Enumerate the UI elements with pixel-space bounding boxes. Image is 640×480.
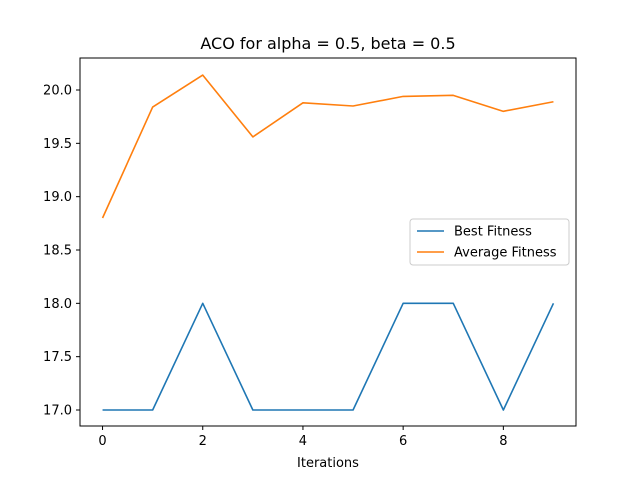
y-tick-label: 18.5: [43, 244, 72, 259]
x-tick-label: 2: [199, 434, 207, 449]
x-tick-label: 8: [499, 434, 507, 449]
legend: Best Fitness Average Fitness: [409, 218, 570, 266]
x-tick-label: 4: [299, 434, 307, 449]
y-tick-label: 18.0: [43, 297, 72, 312]
x-tick-label: 0: [98, 434, 106, 449]
chart-title: ACO for alpha = 0.5, beta = 0.5: [200, 34, 455, 53]
y-tick-label: 19.5: [43, 137, 72, 152]
x-tick-label: 6: [399, 434, 407, 449]
legend-label: Best Fitness: [454, 225, 532, 240]
y-tick-label: 20.0: [43, 84, 72, 99]
y-tick-label: 17.5: [43, 350, 72, 365]
series-line-best-fitness: [102, 302, 555, 411]
axis-ticks: 0 2 4 6 8 17.0 17.5 18.0 18.5 19.0 19.5 20.0: [43, 84, 507, 450]
legend-label: Average Fitness: [454, 246, 557, 261]
plot-series: [101, 74, 555, 411]
x-axis-label: Iterations: [297, 456, 359, 471]
y-tick-label: 17.0: [43, 404, 72, 419]
y-tick-label: 19.0: [43, 190, 72, 205]
plot-frame: [79, 57, 577, 427]
series-line-average-fitness: [101, 74, 554, 219]
legend-box: [409, 218, 570, 266]
